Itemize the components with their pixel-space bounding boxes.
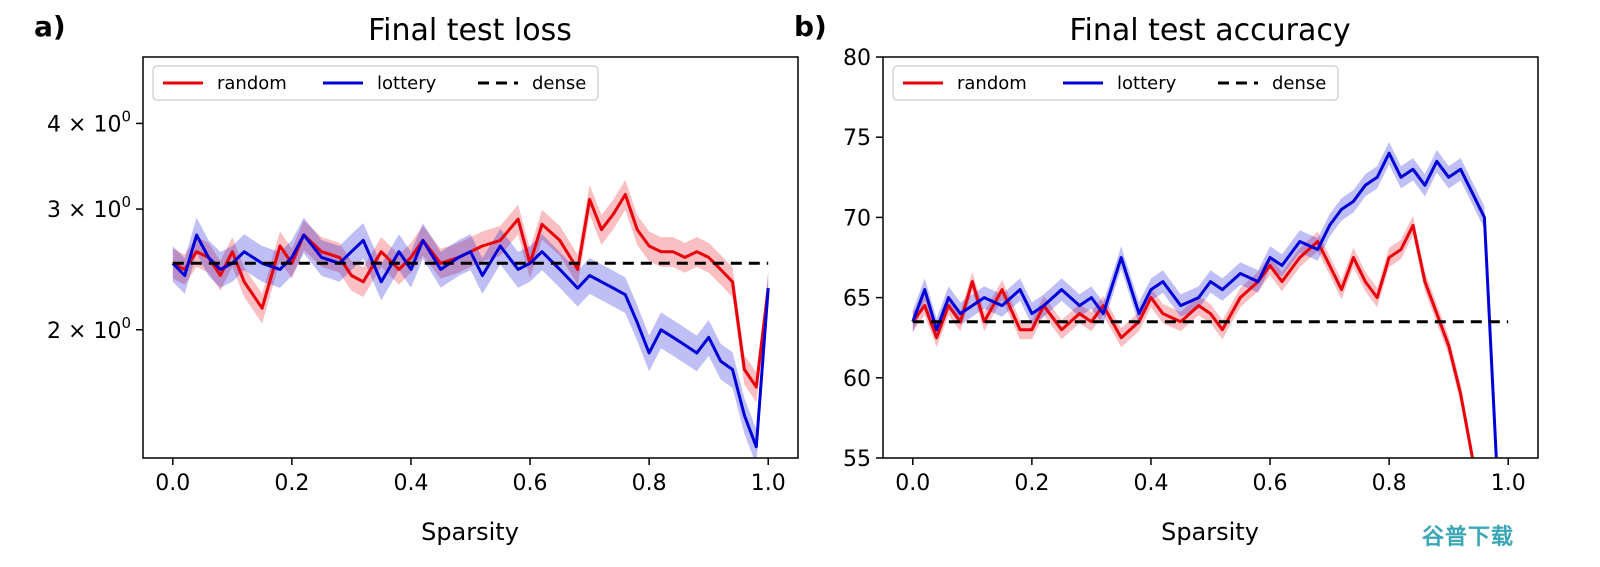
accuracy-x-tick-label: 0.4 [1133,471,1168,496]
loss-legend-label-dense: dense [532,73,586,94]
accuracy-random-line [911,223,1474,458]
accuracy-legend [892,65,1339,101]
accuracy-y-tick-label: 55 [843,447,871,472]
accuracy-x-tick-label: 0.6 [1253,471,1288,496]
loss-random-line [172,193,770,389]
accuracy-lottery-band [912,142,1497,458]
loss-panel: a) Final test loss Sparsity 0.0 0.2 0.4 0.6… [34,10,799,546]
loss-legend-label-random: random [217,73,287,94]
loss-legend-label-lottery: lottery [377,73,437,94]
accuracy-legend-label-dense: dense [1272,73,1326,94]
accuracy-lottery-line [911,151,1498,458]
accuracy-y-tick-label: 80 [843,46,871,71]
accuracy-x-axis-label: Sparsity [1161,518,1259,546]
accuracy-y-tick-label: 70 [843,206,871,231]
loss-axes-frame [142,56,799,459]
accuracy-plot-area: 0.0 0.2 0.4 0.6 0.8 1.0 55 60 65 70 75 80 random lott… [843,46,1539,496]
loss-lottery-line [171,233,770,449]
accuracy-panel: b) Final test accuracy Sparsity 0.0 0.2 0.… [794,10,1539,546]
loss-x-tick-label: 0.4 [393,471,428,496]
loss-legend [152,65,599,101]
loss-x-tick-label: 0.8 [632,471,667,496]
accuracy-legend-label-random: random [957,73,1027,94]
loss-x-tick-label: 0.6 [513,471,548,496]
loss-y-tick-label: 2 × 100 [47,314,131,344]
loss-y-tick-label: 3 × 100 [47,193,131,223]
loss-x-tick-label: 1.0 [751,471,786,496]
accuracy-y-tick-label: 65 [843,287,871,312]
loss-lottery-band [172,217,769,458]
panel-a-label: a) [34,10,66,43]
loss-x-tick-label: 0.2 [274,471,309,496]
accuracy-y-tick-label: 75 [843,126,871,151]
watermark-text: 谷普下载 [1421,525,1514,550]
accuracy-random-band [912,215,1473,458]
accuracy-x-tick-label: 0.2 [1014,471,1049,496]
accuracy-x-tick-label: 1.0 [1491,471,1526,496]
panel-b-label: b) [794,10,827,43]
loss-x-tick-label: 0.0 [155,471,190,496]
loss-y-tick-label: 4 × 100 [47,107,131,137]
loss-plot-area: 0.0 0.2 0.4 0.6 0.8 1.0 2 × 100 3 × 100 4 × 100 r… [47,56,799,496]
loss-x-axis-label: Sparsity [421,518,519,546]
accuracy-x-tick-label: 0.8 [1372,471,1407,496]
accuracy-x-tick-label: 0.0 [895,471,930,496]
accuracy-axes-frame [882,56,1539,459]
accuracy-y-tick-label: 60 [843,367,871,392]
accuracy-chart-title: Final test accuracy [1069,13,1350,48]
accuracy-legend-label-lottery: lottery [1117,73,1177,94]
loss-chart-title: Final test loss [368,13,572,48]
